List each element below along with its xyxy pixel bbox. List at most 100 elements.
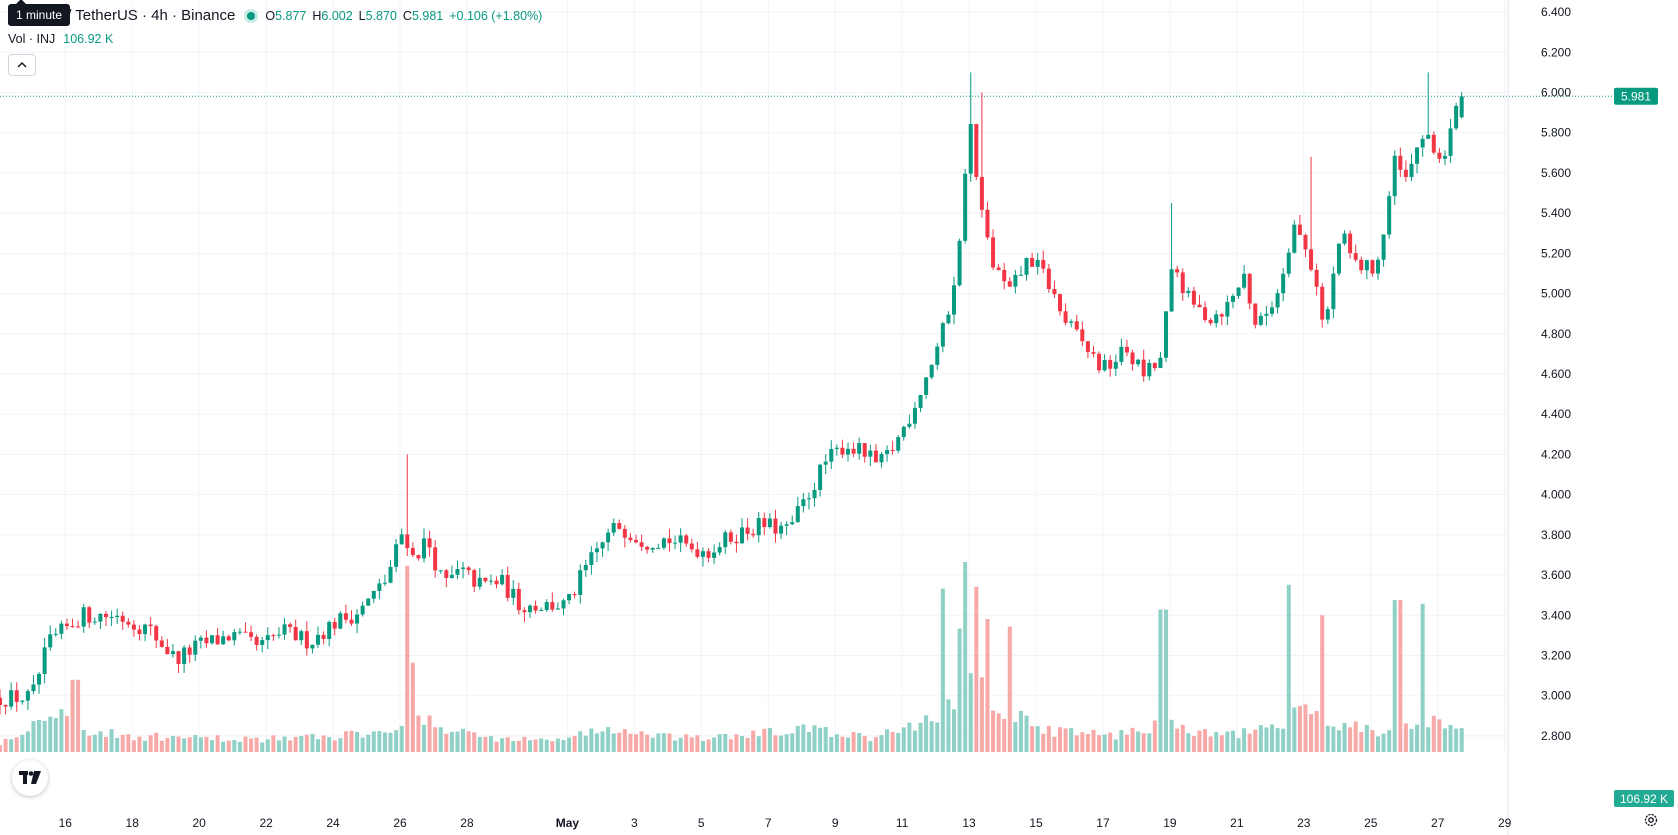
volume-bar xyxy=(555,738,560,752)
candle xyxy=(64,618,69,630)
volume-bar xyxy=(64,716,69,752)
volume-bar xyxy=(1459,728,1464,752)
volume-bar xyxy=(1364,725,1369,752)
volume-bar xyxy=(1225,731,1230,752)
candle-body xyxy=(673,542,678,544)
candle xyxy=(879,451,884,468)
volume-bar xyxy=(946,699,951,752)
volume-bar xyxy=(237,741,242,752)
volume-bar xyxy=(1191,735,1196,752)
volume-bar xyxy=(282,736,287,752)
candle-body xyxy=(684,535,689,544)
candle xyxy=(1186,287,1191,298)
candle xyxy=(924,376,929,399)
candle xyxy=(868,444,873,467)
volume-bar xyxy=(979,677,984,752)
candle xyxy=(483,577,488,583)
candle xyxy=(611,518,616,537)
candle-body xyxy=(1409,163,1414,177)
candle-body xyxy=(840,447,845,455)
candle xyxy=(1152,362,1157,371)
candle xyxy=(1292,220,1297,254)
volume-bar xyxy=(912,730,917,752)
chart-settings-button[interactable] xyxy=(1640,809,1662,831)
volume-bar xyxy=(1219,735,1224,752)
candle-body xyxy=(1186,290,1191,293)
candle xyxy=(159,636,164,648)
candle xyxy=(1091,345,1096,358)
volume-bar xyxy=(885,729,890,752)
candle xyxy=(1069,319,1074,328)
volume-bar xyxy=(1309,713,1314,752)
candle xyxy=(1080,321,1085,347)
volume-bar xyxy=(583,735,588,752)
candle-body xyxy=(1013,274,1018,287)
volume-bar xyxy=(154,732,159,752)
candle-body xyxy=(204,637,209,644)
candle xyxy=(1297,214,1302,236)
volume-bar xyxy=(321,735,326,752)
collapse-legend-button[interactable] xyxy=(8,54,36,76)
candle-body xyxy=(288,624,293,627)
candle xyxy=(857,437,862,460)
candle xyxy=(684,533,689,547)
candle-body xyxy=(700,551,705,557)
candle-body xyxy=(806,498,811,500)
candle-body xyxy=(656,547,661,549)
candle xyxy=(1387,191,1392,239)
volume-bar xyxy=(991,710,996,752)
price-tick-label: 5.600 xyxy=(1541,166,1571,180)
candle xyxy=(1364,259,1369,280)
market-status-icon[interactable] xyxy=(247,11,256,20)
candle xyxy=(594,541,599,563)
candle-body xyxy=(1119,346,1124,362)
volume-bar xyxy=(678,737,683,752)
candle-body xyxy=(315,634,321,645)
candle-body xyxy=(1353,253,1358,260)
volume-bar xyxy=(254,737,259,752)
candle-body xyxy=(1270,307,1275,314)
volume-label[interactable]: Vol · INJ xyxy=(8,32,56,46)
volume-bar xyxy=(193,735,198,752)
volume-bar xyxy=(845,737,851,752)
candle-body xyxy=(578,570,583,595)
candle-body xyxy=(59,623,64,634)
candle xyxy=(394,539,399,573)
volume-bar xyxy=(594,733,599,752)
symbol-legend[interactable]: Injective / TetherUS · 4h · Binance O5.8… xyxy=(8,7,542,24)
volume-legend[interactable]: Vol · INJ 106.92 K xyxy=(8,32,113,46)
candle-body xyxy=(249,632,254,637)
candle-body xyxy=(1448,128,1453,156)
candle-body xyxy=(115,615,120,617)
candle xyxy=(1225,295,1230,326)
tradingview-logo[interactable] xyxy=(12,760,48,796)
volume-bar xyxy=(366,734,371,752)
candle xyxy=(416,554,421,561)
volume-bar xyxy=(271,735,276,752)
price-tick-label: 6.400 xyxy=(1541,5,1571,19)
candle xyxy=(360,601,365,617)
candle-body xyxy=(862,443,867,457)
candle-body xyxy=(689,543,694,550)
candle-body xyxy=(1113,361,1118,369)
volume-bar xyxy=(488,736,493,752)
candle xyxy=(650,547,655,553)
volume-bar xyxy=(567,737,572,752)
volume-bar xyxy=(734,734,739,752)
volume-bar xyxy=(818,727,823,752)
candle xyxy=(87,605,92,629)
time-axis[interactable]: 16 18 20 22 24 26 28 May 3 5 7 9 11 13 15 17 19 21 23 25 27 2… xyxy=(59,816,1512,830)
candle xyxy=(1158,351,1163,369)
candle xyxy=(232,628,237,646)
candle xyxy=(1035,253,1040,275)
candle xyxy=(784,521,789,535)
candle-body xyxy=(1147,362,1152,377)
candle-body xyxy=(779,525,784,534)
volume-bar xyxy=(1398,600,1403,752)
price-tick-label: 6.200 xyxy=(1541,45,1571,59)
volume-bar xyxy=(1046,725,1051,752)
price-axis[interactable]: 6.400 6.200 6.000 5.800 5.600 5.400 5.200 5.000… xyxy=(1541,5,1571,743)
candle xyxy=(170,643,175,658)
candle-body xyxy=(1085,341,1090,353)
